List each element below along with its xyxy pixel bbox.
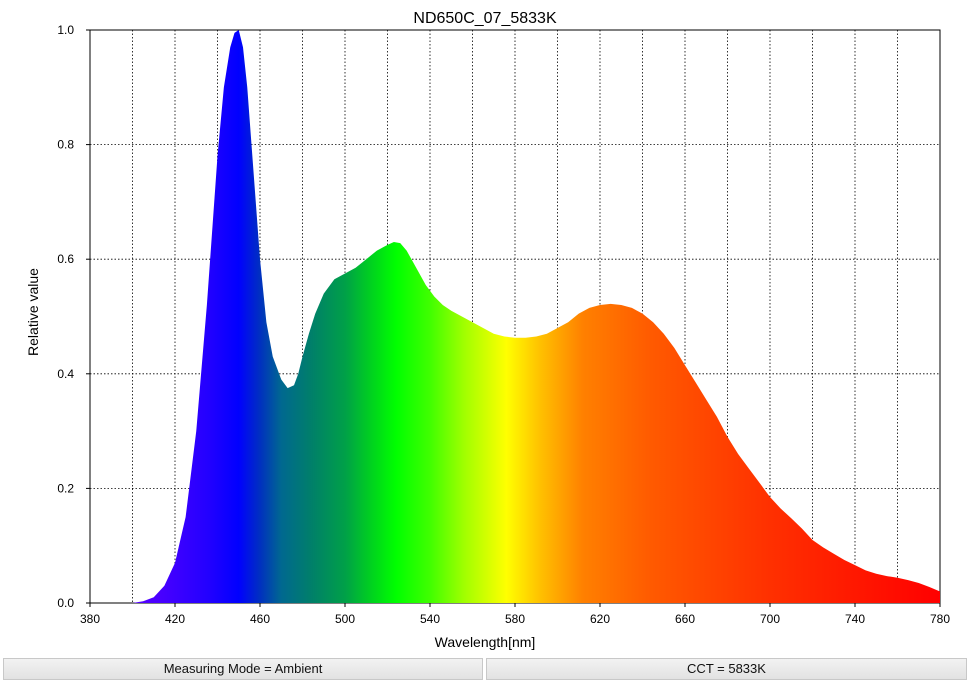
x-axis: 380 420 460 500 540 580 620 660 700 740 780 bbox=[80, 603, 950, 626]
status-bar: Measuring Mode = Ambient CCT = 5833K bbox=[0, 658, 970, 683]
x-tick-label: 780 bbox=[930, 612, 950, 626]
spectrum-area bbox=[90, 30, 940, 603]
x-tick-label: 660 bbox=[675, 612, 695, 626]
y-tick-label: 0.4 bbox=[57, 367, 74, 381]
y-tick-label: 0.6 bbox=[57, 252, 74, 266]
y-axis: 0.0 0.2 0.4 0.6 0.8 1.0 bbox=[57, 23, 90, 610]
x-tick-label: 580 bbox=[505, 612, 525, 626]
y-tick-label: 1.0 bbox=[57, 23, 74, 37]
x-tick-label: 700 bbox=[760, 612, 780, 626]
x-tick-label: 740 bbox=[845, 612, 865, 626]
x-tick-label: 380 bbox=[80, 612, 100, 626]
y-tick-label: 0.8 bbox=[57, 138, 74, 152]
cct-field: CCT = 5833K bbox=[486, 658, 967, 680]
x-tick-label: 460 bbox=[250, 612, 270, 626]
chart-title: ND650C_07_5833K bbox=[413, 10, 557, 27]
y-axis-label: Relative value bbox=[25, 268, 41, 356]
y-tick-label: 0.0 bbox=[57, 596, 74, 610]
x-tick-label: 500 bbox=[335, 612, 355, 626]
x-axis-label: Wavelength[nm] bbox=[435, 634, 536, 650]
y-tick-label: 0.2 bbox=[57, 481, 74, 495]
x-tick-label: 420 bbox=[165, 612, 185, 626]
measuring-mode-field: Measuring Mode = Ambient bbox=[3, 658, 483, 680]
spectrum-chart: ND650C_07_5833K 0.0 0.2 0.4 0.6 0.8 1.0 380 42… bbox=[25, 10, 950, 650]
x-tick-label: 620 bbox=[590, 612, 610, 626]
x-tick-label: 540 bbox=[420, 612, 440, 626]
